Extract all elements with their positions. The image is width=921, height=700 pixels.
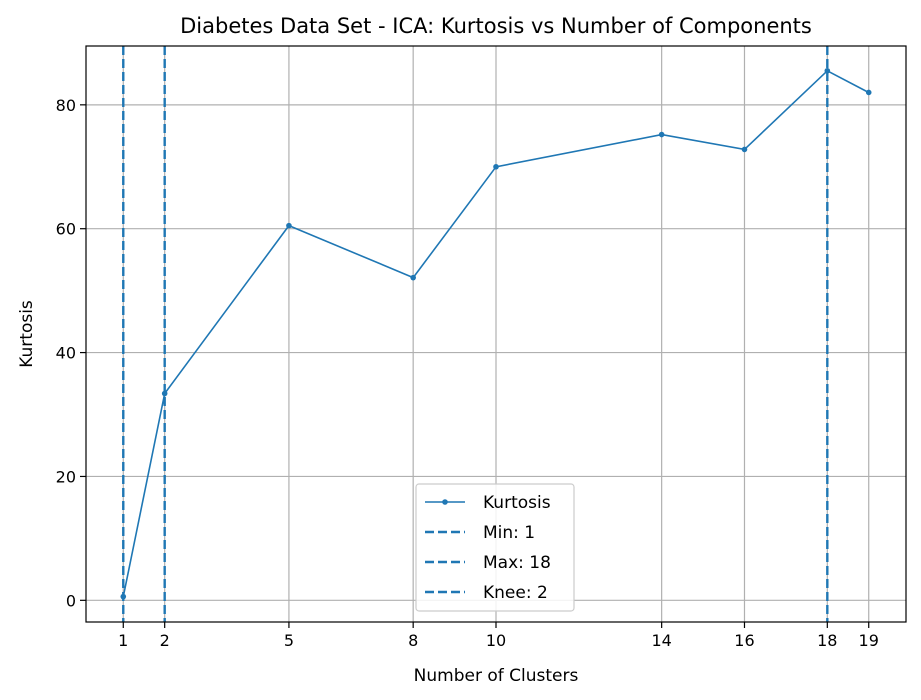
legend-label: Knee: 2: [483, 583, 548, 603]
legend-label: Max: 18: [483, 553, 551, 573]
legend-label: Min: 1: [483, 523, 535, 543]
x-tick-label: 18: [817, 631, 837, 650]
x-tick-label: 14: [651, 631, 671, 650]
grid-lines: [86, 46, 906, 622]
x-tick-label: 19: [859, 631, 879, 650]
x-tick-label: 10: [486, 631, 506, 650]
data-point: [120, 593, 127, 600]
y-tick-label: 80: [56, 96, 76, 115]
legend: Kurtosis Min: 1 Max: 18 Knee: 2: [415, 483, 575, 612]
data-point: [410, 274, 416, 281]
data-point: [658, 131, 665, 138]
data-point: [865, 89, 872, 96]
data-point: [741, 146, 748, 153]
x-axis-label: Number of Clusters: [414, 666, 579, 686]
axis-ticks: 1 2 5 8 10 14 16 18 19 0 20 40 60 80: [56, 96, 879, 650]
data-point: [161, 390, 168, 397]
legend-label: Kurtosis: [483, 493, 551, 513]
x-tick-label: 5: [284, 631, 294, 650]
y-tick-label: 20: [56, 467, 76, 486]
y-tick-label: 0: [66, 591, 76, 610]
y-axis-label: Kurtosis: [17, 300, 37, 368]
chart-title: Diabetes Data Set - ICA: Kurtosis vs Num…: [180, 14, 812, 38]
series-lines: [120, 67, 872, 600]
legend-series-marker: [442, 499, 448, 505]
x-tick-label: 1: [118, 631, 128, 650]
data-point: [493, 163, 499, 170]
legend-box: [415, 483, 575, 612]
data-point: [286, 222, 292, 229]
y-tick-label: 60: [56, 220, 76, 239]
x-tick-label: 16: [734, 631, 754, 650]
reference-lines: [122, 46, 829, 622]
y-tick-label: 40: [56, 344, 76, 363]
data-point: [824, 67, 831, 74]
x-tick-label: 8: [408, 631, 418, 650]
x-tick-label: 2: [160, 631, 170, 650]
